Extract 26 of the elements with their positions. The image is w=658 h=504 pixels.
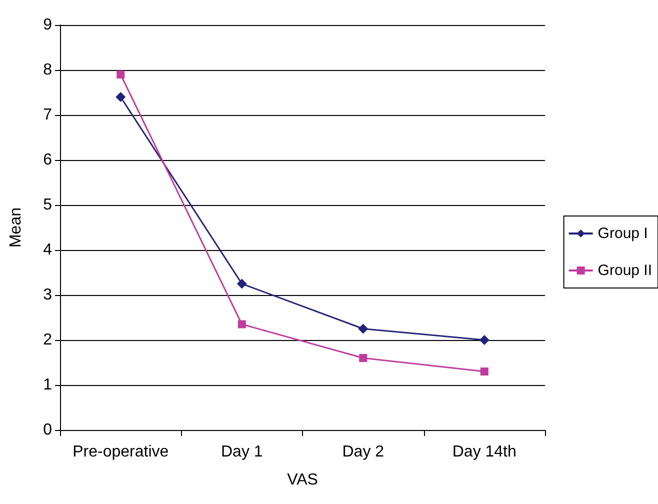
x-tick-label: Pre-operative [72,444,169,460]
y-tick-label: 3 [43,286,52,304]
point [238,320,246,328]
y-tick-label: 8 [43,62,52,78]
y-tick-label: 1 [43,376,52,394]
x-tick-label: Day 1 [220,444,263,460]
y-tick-label: 2 [43,332,52,348]
y-tick-label: 6 [43,152,52,168]
point [116,70,125,78]
y-tick-label: 4 [43,242,52,258]
x-axis-title: VAS [287,472,318,488]
point [359,354,368,362]
y-tick-label: 9 [43,16,52,34]
point [479,335,490,345]
y-tick-label: 7 [43,106,52,124]
y-tick-label: 0 [43,422,52,438]
legend-label: Group II [598,262,652,279]
legend-label: Group I [598,225,648,242]
x-tick-label: Day 2 [342,444,384,460]
x-tick-label: Day 14th [452,444,516,460]
point [358,324,368,334]
point [116,92,126,102]
point [236,278,247,289]
y-tick-label: 5 [43,196,52,214]
point [480,368,488,376]
y-axis-title: Mean [8,207,24,248]
